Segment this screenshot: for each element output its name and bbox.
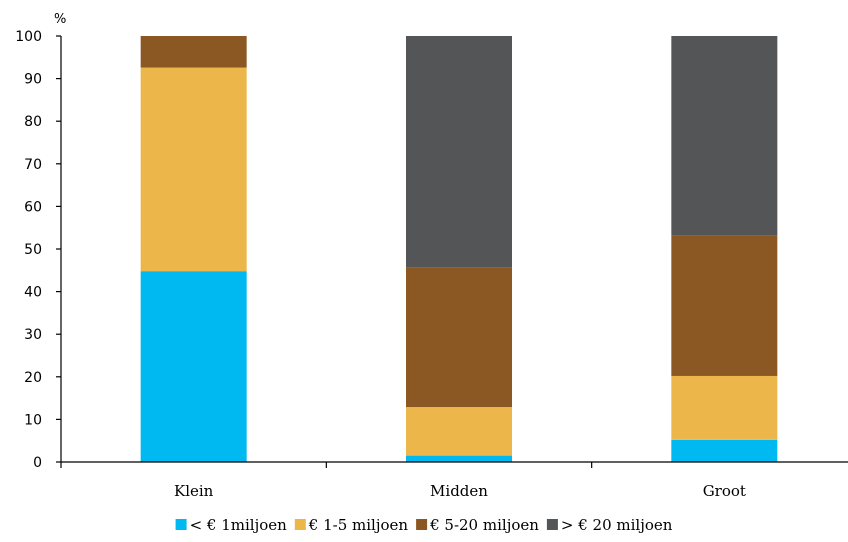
y-tick-label: 0 [33, 455, 42, 471]
legend-label-series-1: € 1-5 miljoen [308, 516, 409, 534]
y-tick-label: 40 [24, 285, 42, 301]
y-tick-label: 80 [24, 114, 42, 130]
y-tick-label: 100 [15, 29, 42, 45]
y-tick-label: 60 [24, 199, 42, 215]
x-tick-label-groot: Groot [703, 482, 746, 500]
legend-label-series-2: € 5-20 miljoen [429, 516, 539, 534]
legend-swatch-series-2 [416, 519, 428, 530]
bars-group [140, 36, 778, 462]
bar-segment-klein-series-2 [140, 36, 247, 68]
bar-segment-midden-series-2 [406, 267, 512, 408]
legend: < € 1miljoen € 1-5 miljoen € 5-20 miljoen >… [175, 516, 673, 534]
bar-segment-klein-series-1 [140, 67, 247, 272]
bar-segment-midden-series-1 [406, 407, 512, 456]
x-tick-labels: Klein Midden Groot [174, 482, 746, 500]
x-tick-label-klein: Klein [174, 482, 214, 500]
bar-segment-midden-series-3 [406, 36, 512, 268]
y-tick-labels: 0 10 20 30 40 50 60 70 80 90 100 [15, 29, 42, 471]
legend-label-series-3: > € 20 miljoen [561, 516, 673, 534]
legend-swatch-series-1 [294, 519, 306, 530]
bar-segment-groot-series-0 [671, 439, 778, 462]
y-tick-label: 70 [24, 157, 42, 173]
bar-segment-groot-series-3 [671, 36, 778, 236]
y-tick-label: 30 [24, 327, 42, 343]
bar-segment-groot-series-1 [671, 375, 778, 440]
y-unit-label: % [54, 12, 66, 27]
y-tick-label: 50 [24, 242, 42, 258]
x-tick-label-midden: Midden [430, 482, 488, 500]
y-tick-label: 10 [24, 412, 42, 428]
bar-segment-klein-series-0 [140, 271, 247, 462]
legend-swatch-series-0 [175, 519, 187, 530]
y-tick-label: 90 [24, 72, 42, 88]
y-tick-label: 20 [24, 370, 42, 386]
axes-group [56, 35, 848, 468]
legend-swatch-series-3 [546, 519, 558, 530]
legend-label-series-0: < € 1miljoen [190, 516, 288, 534]
bar-segment-groot-series-2 [671, 235, 778, 376]
bar-segment-midden-series-0 [406, 455, 512, 462]
